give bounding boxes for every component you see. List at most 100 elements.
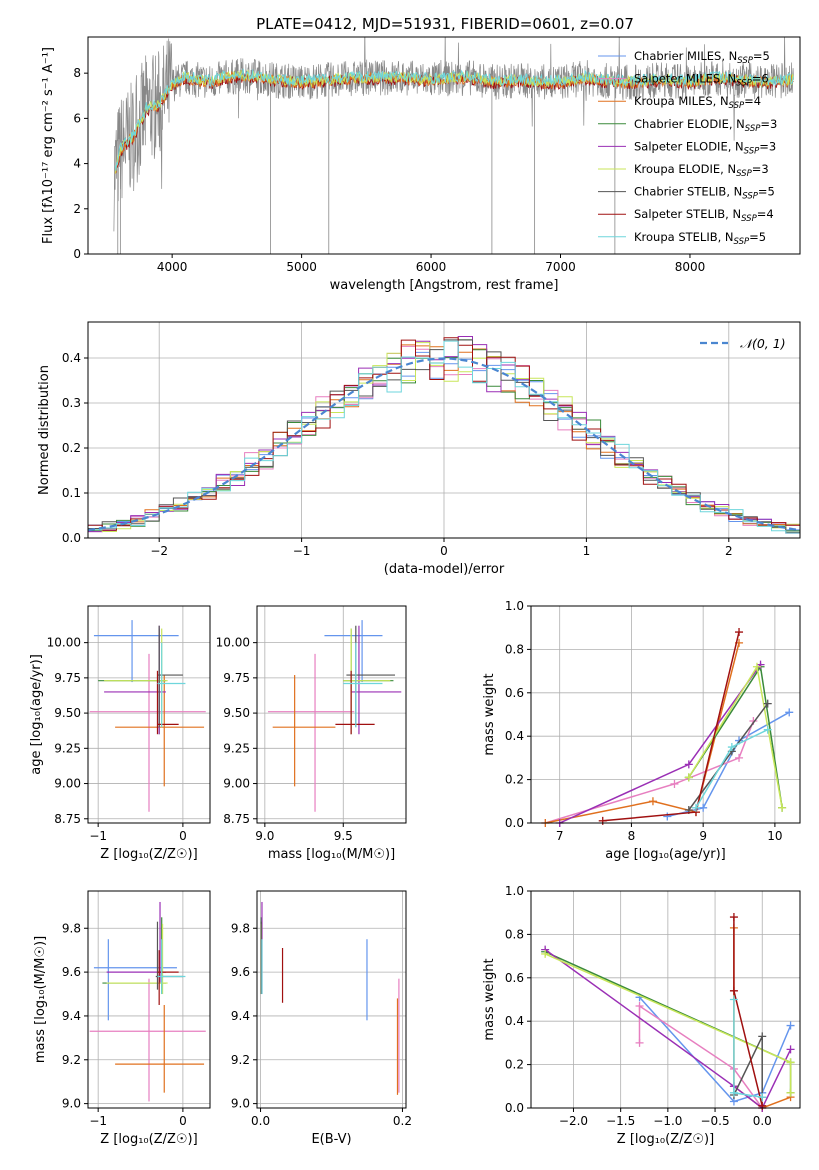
legend-label-text: Chabrier ELODIE, N xyxy=(634,117,745,131)
y-axis-label: Normed distribution xyxy=(37,365,52,495)
weight-line xyxy=(545,642,740,823)
y-tick-label: 9.00 xyxy=(223,777,250,791)
legend-label: Chabrier MILES, NSSP=5 xyxy=(634,49,770,66)
legend-label-sub: SSP xyxy=(729,101,745,111)
y-tick-label: 0.0 xyxy=(505,1101,524,1115)
legend-label-sub: SSP xyxy=(741,214,757,224)
weight-point xyxy=(684,760,693,769)
legend-label-sub: SSP xyxy=(742,192,758,202)
x-tick-label: 1 xyxy=(583,544,591,558)
y-tick-label: 0.4 xyxy=(505,729,524,743)
x-tick-label: 10 xyxy=(767,829,782,843)
weight-point xyxy=(635,1002,644,1011)
normal-legend-label: 𝒩(0, 1) xyxy=(740,336,786,351)
x-axis-label: Z [log₁₀(Z/Z☉)] xyxy=(100,847,197,862)
axes-weight_vs_age: 7 8 9 10 0.0 0.2 0.4 0.6 0.8 1.0 age [log₁₀(age/yr… xyxy=(482,599,800,862)
y-tick-label: 0.2 xyxy=(62,441,81,455)
y-tick-label: 8.75 xyxy=(223,812,250,826)
y-tick-label: 9.6 xyxy=(231,965,250,979)
weight-point xyxy=(729,986,738,995)
weight-point xyxy=(691,803,700,812)
legend-label-sub: SSP xyxy=(744,146,760,156)
y-tick-label: 0.8 xyxy=(505,927,524,941)
weight-line xyxy=(667,711,790,818)
x-tick-label: 4000 xyxy=(157,260,188,274)
legend-label: Salpeter STELIB, NSSP=4 xyxy=(634,207,774,224)
legend-label-tail: =4 xyxy=(744,94,761,108)
legend-label-sub: SSP xyxy=(736,169,752,179)
axes-frame xyxy=(87,321,801,539)
legend-label: Chabrier ELODIE, NSSP=3 xyxy=(634,117,777,134)
y-tick-label: 0.2 xyxy=(505,773,524,787)
axes-frame xyxy=(87,36,801,255)
y-tick-label: 0.0 xyxy=(62,531,81,545)
x-tick-label: 6000 xyxy=(416,260,447,274)
y-tick-label: 0.2 xyxy=(505,1058,524,1072)
legend-label-sub: SSP xyxy=(737,56,753,66)
x-tick-label: −0.5 xyxy=(700,1114,729,1128)
x-tick-label: 8 xyxy=(628,829,636,843)
data-spectrum-line xyxy=(113,37,794,232)
y-tick-label: 0.4 xyxy=(505,1014,524,1028)
x-tick-label: 0 xyxy=(440,544,448,558)
y-axis-label: mass weight xyxy=(482,958,497,1040)
weight-point xyxy=(786,1021,795,1030)
y-tick-label: 9.75 xyxy=(223,671,250,685)
axes-frame xyxy=(530,605,801,824)
figure-title: PLATE=0412, MJD=51931, FIBERID=0601, z=0… xyxy=(256,15,634,33)
x-tick-label: 0.0 xyxy=(251,1114,270,1128)
x-tick-label: 5000 xyxy=(286,260,317,274)
y-axis-label: mass [log₁₀(M/M☉)] xyxy=(33,936,48,1063)
x-tick-label: 9 xyxy=(699,829,707,843)
axes-frame xyxy=(256,605,407,824)
weight-point xyxy=(648,797,657,806)
y-tick-label: 9.2 xyxy=(231,1053,250,1067)
y-tick-label: 0.6 xyxy=(505,971,524,985)
y-tick-label: 1.0 xyxy=(505,884,524,898)
normal-curve xyxy=(88,357,800,532)
y-tick-label: 9.8 xyxy=(231,921,250,935)
legend-label-text: Chabrier STELIB, N xyxy=(634,185,742,199)
weight-point xyxy=(729,995,738,1004)
plot-area xyxy=(257,891,406,1108)
y-axis-label: mass weight xyxy=(482,673,497,755)
weight-point xyxy=(735,753,744,762)
legend-label-text: Kroupa MILES, N xyxy=(634,94,729,108)
y-tick-label: 0.6 xyxy=(505,686,524,700)
y-tick-label: 0.8 xyxy=(505,642,524,656)
y-tick-label: 9.0 xyxy=(231,1097,250,1111)
y-tick-label: 0.4 xyxy=(62,351,81,365)
x-axis-label: Z [log₁₀(Z/Z☉)] xyxy=(100,1132,197,1147)
axes-mass_vs_Z: −1 0 9.0 9.2 9.4 9.6 9.8 Z [log₁₀(Z/Z☉)] mass [l… xyxy=(33,891,210,1147)
legend-label-text: Salpeter ELODIE, N xyxy=(634,139,744,153)
weight-point xyxy=(735,628,744,637)
legend-label: Kroupa MILES, NSSP=4 xyxy=(634,94,761,111)
weight-point xyxy=(670,779,679,788)
weight-point xyxy=(786,1088,795,1097)
y-tick-label: 4 xyxy=(73,157,81,171)
legend-label-text: Salpeter STELIB, N xyxy=(634,207,741,221)
x-tick-label: 7 xyxy=(556,829,564,843)
x-tick-label: 9.5 xyxy=(334,829,353,843)
legend-label-sub: SSP xyxy=(736,79,752,89)
y-axis-label: age [log₁₀(age/yr)] xyxy=(29,654,44,775)
axes-weight_vs_Z: −2.0 −1.5 −1.0 −0.5 0.0 0.0 0.2 0.4 0.6 0.8 1.0 Z [… xyxy=(482,884,800,1147)
y-tick-label: 6 xyxy=(73,111,81,125)
y-tick-label: 9.8 xyxy=(62,921,81,935)
weight-point xyxy=(763,699,772,708)
weight-point xyxy=(758,1093,767,1102)
y-tick-label: 9.50 xyxy=(223,706,250,720)
x-tick-label: −1 xyxy=(89,1114,107,1128)
legend-label-tail: =6 xyxy=(752,72,769,86)
legend-label: Kroupa STELIB, NSSP=5 xyxy=(634,230,766,247)
axes-frame xyxy=(530,890,801,1109)
y-tick-label: 9.25 xyxy=(223,741,250,755)
x-axis-label: Z [log₁₀(Z/Z☉)] xyxy=(617,1132,714,1147)
legend-label-text: Salpeter MILES, N xyxy=(634,72,736,86)
legend-label: Salpeter MILES, NSSP=6 xyxy=(634,72,769,89)
weight-line xyxy=(638,1004,763,1108)
axes-frame xyxy=(87,605,211,824)
y-tick-label: 9.4 xyxy=(62,1009,81,1023)
axes-mass_vs_ebv: 0.0 0.2 9.0 9.2 9.4 9.6 9.8 E(B-V) xyxy=(231,891,412,1147)
